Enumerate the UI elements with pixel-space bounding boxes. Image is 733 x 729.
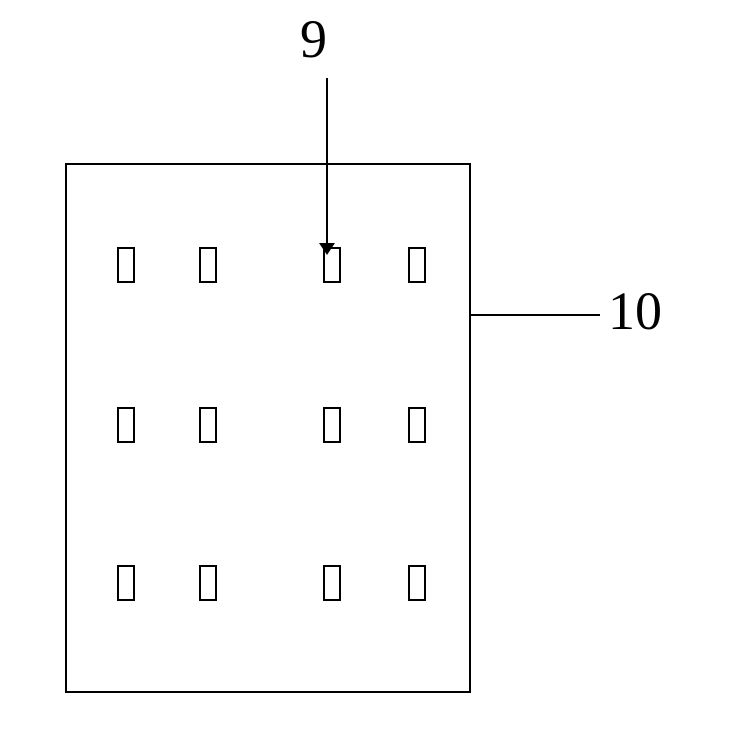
slot (199, 247, 217, 283)
slot (117, 247, 135, 283)
technical-diagram: 9 10 (0, 0, 733, 729)
arrowhead-9 (319, 243, 335, 255)
callout-label-10: 10 (608, 280, 662, 342)
slot (323, 407, 341, 443)
slot (408, 565, 426, 601)
slot (199, 407, 217, 443)
slot (199, 565, 217, 601)
leader-line-9 (326, 78, 329, 245)
callout-label-9: 9 (300, 8, 327, 70)
slot (117, 407, 135, 443)
slot (408, 407, 426, 443)
leader-line-10 (471, 314, 600, 317)
slot (323, 565, 341, 601)
slot (408, 247, 426, 283)
slot (117, 565, 135, 601)
